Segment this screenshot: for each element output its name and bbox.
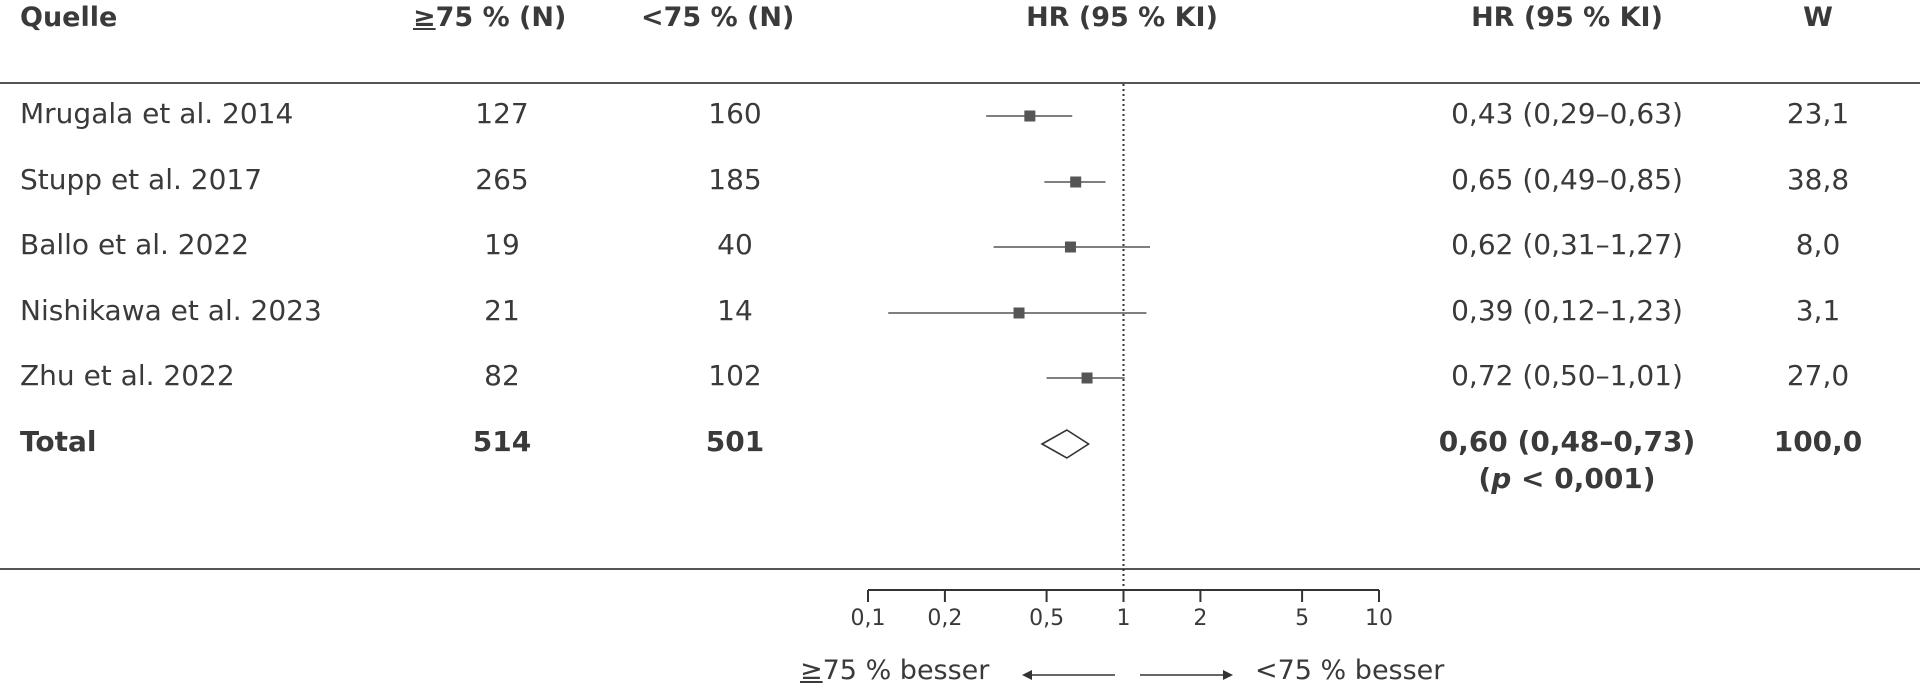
header-n-high-prefix: ≥ [413, 2, 436, 33]
point-marker [1024, 110, 1036, 122]
row-source: Zhu et al. 2022 [20, 359, 235, 392]
header-n-high: ≥75 % (N) [413, 2, 566, 33]
row-hr-text: 0,65 (0,49–0,85) [1451, 163, 1683, 196]
tick-label: 2 [1193, 606, 1208, 631]
total-p-value: (p < 0,001) [1478, 462, 1655, 495]
row-n-low: 102 [708, 359, 762, 392]
header-n-low: <75 % (N) [641, 2, 795, 33]
header-weight: W [1803, 2, 1833, 33]
p-open: ( [1478, 462, 1492, 495]
total-hr-text: 0,60 (0,48–0,73) [1438, 425, 1696, 458]
left-direction-prefix: ≥ [800, 655, 823, 686]
point-marker [1081, 372, 1093, 384]
row-n-high: 19 [484, 228, 520, 261]
header-source: Quelle [20, 2, 118, 33]
row-source: Mrugala et al. 2014 [20, 97, 294, 130]
tick-label: 5 [1295, 606, 1310, 631]
tick-label: 10 [1365, 606, 1393, 631]
header-hr-value: HR (95 % KI) [1471, 2, 1663, 33]
row-n-low: 160 [708, 97, 762, 130]
header-rule [0, 82, 1920, 84]
row-weight: 27,0 [1786, 359, 1850, 392]
p-rest: < 0,001) [1511, 462, 1656, 495]
row-weight: 8,0 [1795, 228, 1841, 261]
p-letter: p [1491, 462, 1512, 495]
row-source: Ballo et al. 2022 [20, 228, 250, 261]
total-source: Total [20, 425, 97, 458]
point-marker [1013, 307, 1025, 319]
pooled-diamond [1040, 429, 1091, 459]
tick-label: 0,2 [927, 606, 963, 631]
row-hr-text: 0,72 (0,50–1,01) [1451, 359, 1683, 392]
row-n-high: 127 [475, 97, 529, 130]
row-source: Stupp et al. 2017 [20, 163, 263, 196]
row-n-high: 82 [484, 359, 520, 392]
row-weight: 38,8 [1786, 163, 1850, 196]
point-marker [1070, 176, 1082, 188]
row-hr-text: 0,43 (0,29–0,63) [1451, 97, 1683, 130]
tick-label: 0,1 [850, 606, 886, 631]
point-marker [1064, 241, 1076, 253]
total-weight: 100,0 [1773, 425, 1863, 458]
row-n-low: 40 [717, 228, 753, 261]
right-arrow-head [1223, 670, 1233, 680]
header-n-high-text: 75 % (N) [435, 2, 567, 33]
left-direction-label: ≥75 % besser [800, 655, 989, 686]
row-weight: 23,1 [1786, 97, 1850, 130]
row-n-high: 265 [475, 163, 529, 196]
footer-rule [0, 568, 1920, 570]
total-n-low: 501 [705, 425, 765, 458]
x-axis [867, 589, 1380, 680]
row-source: Nishikawa et al. 2023 [20, 294, 322, 327]
tick-label: 1 [1116, 606, 1131, 631]
header-hr-plot: HR (95 % KI) [1026, 2, 1218, 33]
forest-marks [888, 84, 1151, 590]
row-hr-text: 0,39 (0,12–1,23) [1451, 294, 1683, 327]
row-weight: 3,1 [1795, 294, 1841, 327]
right-direction-label: <75 % besser [1255, 655, 1445, 686]
total-n-high: 514 [472, 425, 532, 458]
left-direction-text: 75 % besser [822, 655, 990, 686]
row-n-high: 21 [484, 294, 520, 327]
row-n-low: 14 [717, 294, 753, 327]
row-n-low: 185 [708, 163, 762, 196]
left-arrow-head [1022, 670, 1032, 680]
tick-label: 0,5 [1029, 606, 1065, 631]
row-hr-text: 0,62 (0,31–1,27) [1451, 228, 1683, 261]
